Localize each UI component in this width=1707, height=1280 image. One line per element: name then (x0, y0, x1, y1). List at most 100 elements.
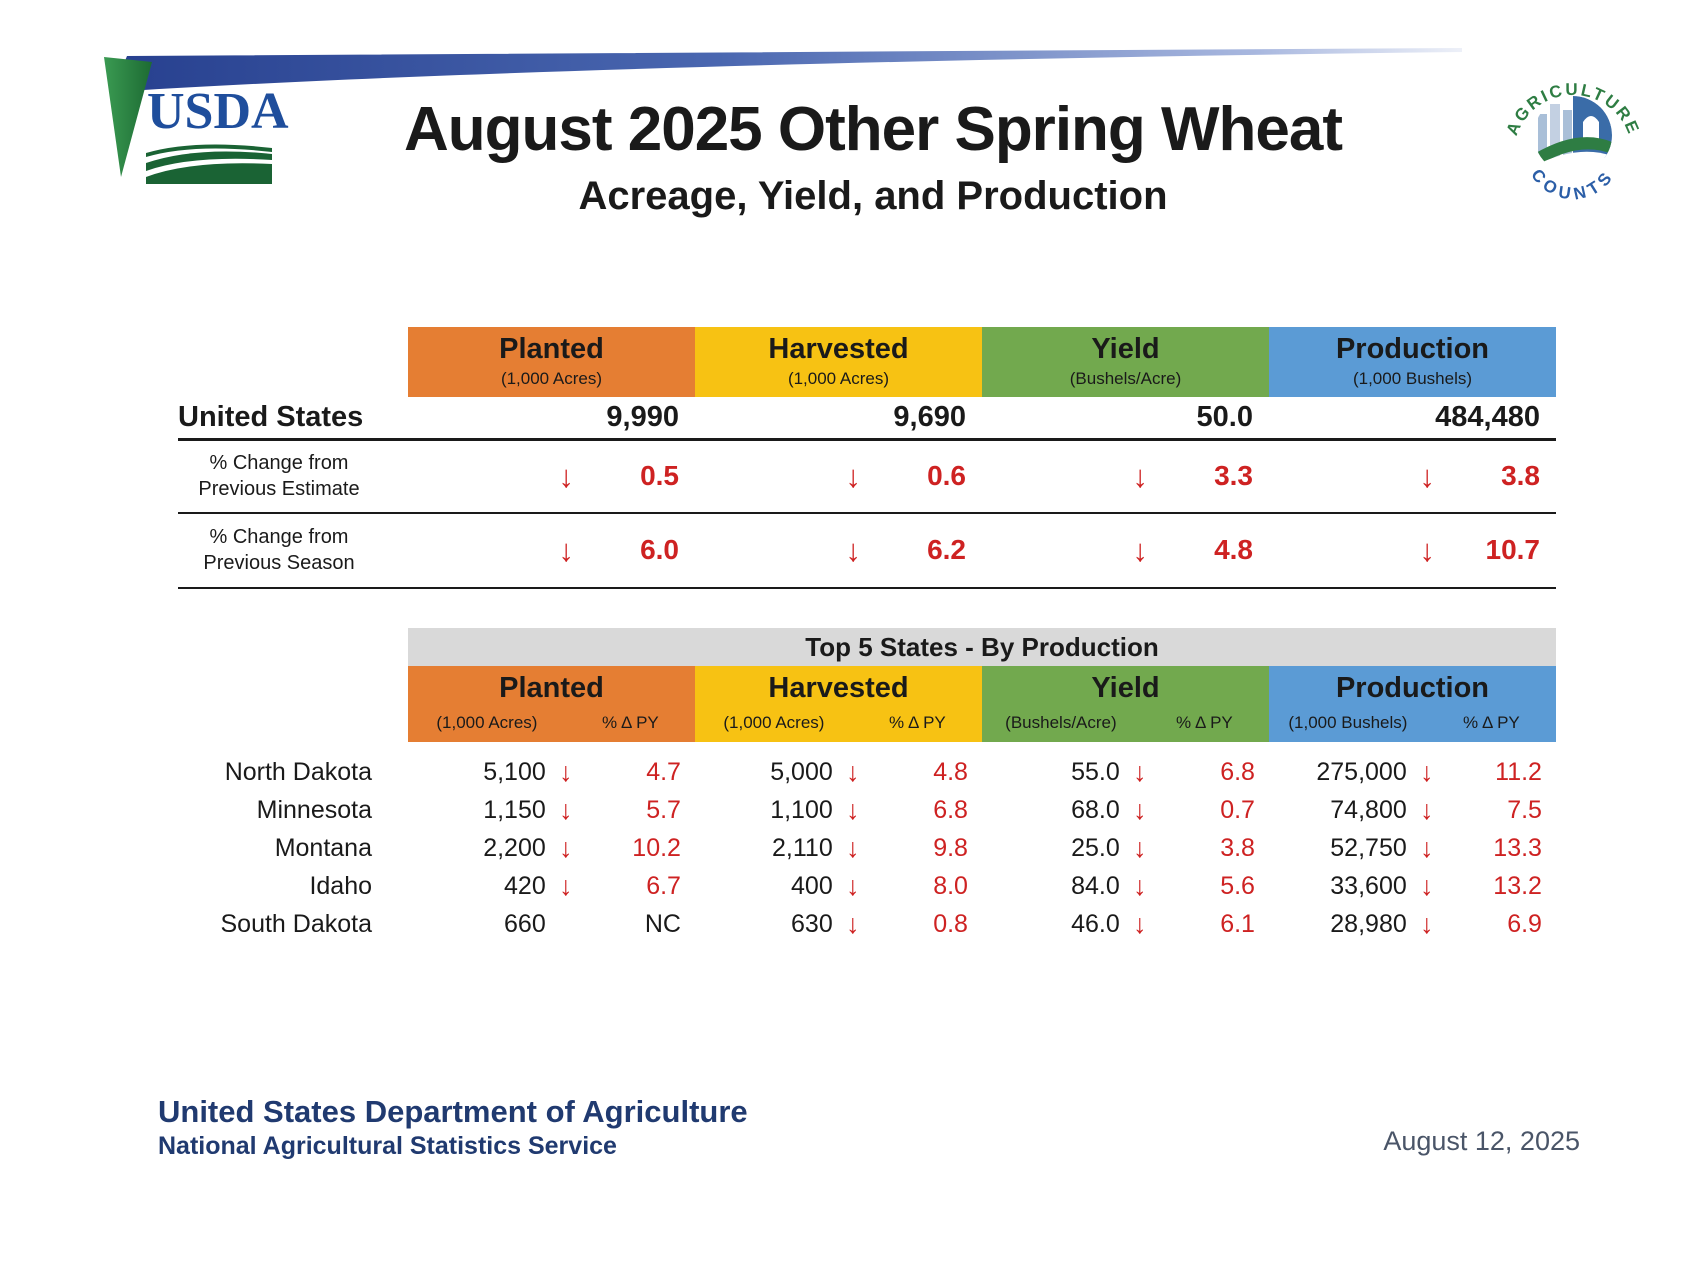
cell-yield: 25.0 ↓ 3.8 (982, 834, 1269, 863)
footer-service: National Agricultural Statistics Service (158, 1132, 617, 1160)
states-header-production-unit: (1,000 Bushels) (1288, 713, 1408, 732)
value: 52,750 (1330, 833, 1407, 862)
change-previous-estimate-row: % Change from Previous Estimate ↓ 0.5 ↓ … (178, 443, 1556, 509)
down-arrow-icon: ↓ (559, 870, 573, 901)
value: 400 (791, 871, 833, 900)
green-wedge (104, 57, 152, 177)
cell-harvested: 5,000 ↓ 4.8 (695, 758, 982, 787)
value: 630 (791, 909, 833, 938)
us-row-label: United States (178, 400, 364, 433)
header-yield-unit: (Bushels/Acre) (1069, 369, 1182, 388)
header-harvested: Harvested (1,000 Acres) (695, 327, 982, 397)
state-row-minnesota: Minnesota 1,150 ↓ 5.7 1,100 ↓ 6.8 68.0 ↓… (178, 791, 1556, 829)
change-value: NC (644, 909, 681, 938)
down-arrow-icon: ↓ (1133, 870, 1147, 901)
change-estimate-production: ↓ 3.8 (1269, 460, 1556, 492)
down-arrow-icon: ↓ (1133, 908, 1147, 939)
change-value: 0.7 (1220, 795, 1255, 824)
states-header-yield: Yield (Bushels/Acre) % Δ PY (982, 666, 1269, 742)
change-value: 4.7 (646, 757, 681, 786)
down-arrow-icon: ↓ (846, 832, 860, 863)
value: 68.0 (1071, 795, 1120, 824)
change-value: 4.8 (933, 757, 968, 786)
change-season-label: % Change from Previous Season (178, 524, 408, 576)
header-production: Production (1,000 Bushels) (1269, 327, 1556, 397)
change-season-production: ↓ 10.7 (1269, 534, 1556, 566)
header-production-unit: (1,000 Bushels) (1352, 369, 1473, 388)
agriculture-counts-emblem (1534, 96, 1612, 174)
change-previous-season-row: % Change from Previous Season ↓ 6.0 ↓ 6.… (178, 517, 1556, 583)
states-header-planted-label: Planted (499, 672, 604, 704)
change-value: 10.7 (1485, 534, 1541, 565)
cell-production: 28,980 ↓ 6.9 (1269, 910, 1556, 939)
states-table-header: Planted (1,000 Acres) % Δ PY Harvested (… (408, 666, 1556, 742)
cell-harvested: 2,110 ↓ 9.8 (695, 834, 982, 863)
change-season-planted: ↓ 6.0 (408, 534, 695, 566)
change-value: 0.6 (927, 460, 966, 491)
value: 5,100 (483, 757, 546, 786)
header-production-label: Production (1335, 333, 1490, 365)
down-arrow-icon: ↓ (558, 532, 575, 568)
cell-planted: 2,200 ↓ 10.2 (408, 834, 695, 863)
down-arrow-icon: ↓ (1420, 832, 1434, 863)
change-season-yield: ↓ 4.8 (982, 534, 1269, 566)
us-planted-value: 9,990 (606, 400, 679, 433)
state-name: Minnesota (256, 795, 372, 824)
us-total-row: United States 9,990 9,690 50.0 484,480 (178, 397, 1556, 437)
change-season-label-line1: % Change from (209, 526, 349, 548)
state-name: Idaho (309, 871, 372, 900)
change-value: 6.9 (1507, 909, 1542, 938)
down-arrow-icon: ↓ (559, 832, 573, 863)
change-value: 3.3 (1214, 460, 1253, 491)
states-header-production: Production (1,000 Bushels) % Δ PY (1269, 666, 1556, 742)
states-header-harvested-label: Harvested (768, 672, 909, 704)
us-table-header: Planted (1,000 Acres) Harvested (1,000 A… (408, 327, 1556, 397)
agriculture-counts-logo: AGRICULTURE COUNTS (1502, 80, 1641, 204)
blue-swoosh (112, 48, 1462, 92)
down-arrow-icon: ↓ (1133, 756, 1147, 787)
down-arrow-icon: ↓ (846, 870, 860, 901)
change-value: 13.3 (1493, 833, 1542, 862)
states-header-yield-change: % Δ PY (1176, 713, 1233, 732)
change-value: 3.8 (1501, 460, 1540, 491)
cell-yield: 55.0 ↓ 6.8 (982, 758, 1269, 787)
cell-yield: 84.0 ↓ 5.6 (982, 872, 1269, 901)
down-arrow-icon: ↓ (1132, 458, 1149, 494)
change-value: 6.8 (1220, 757, 1255, 786)
down-arrow-icon: ↓ (1420, 794, 1434, 825)
report-date: August 12, 2025 (1383, 1126, 1580, 1156)
cell-yield: 46.0 ↓ 6.1 (982, 910, 1269, 939)
header-banner-swoosh (104, 48, 1462, 177)
cell-harvested: 400 ↓ 8.0 (695, 872, 982, 901)
header-planted-unit: (1,000 Acres) (500, 369, 603, 388)
state-name: North Dakota (224, 757, 372, 786)
down-arrow-icon: ↓ (559, 794, 573, 825)
value: 28,980 (1330, 909, 1407, 938)
cell-production: 275,000 ↓ 11.2 (1269, 758, 1556, 787)
cell-yield: 68.0 ↓ 0.7 (982, 796, 1269, 825)
change-value: 11.2 (1495, 757, 1542, 786)
value: 5,000 (770, 757, 833, 786)
down-arrow-icon: ↓ (558, 458, 575, 494)
states-header-planted: Planted (1,000 Acres) % Δ PY (408, 666, 695, 742)
change-value: 6.2 (927, 534, 966, 565)
down-arrow-icon: ↓ (846, 908, 860, 939)
states-header-yield-label: Yield (1091, 672, 1160, 704)
change-value: 13.2 (1493, 871, 1542, 900)
cell-planted: 1,150 ↓ 5.7 (408, 796, 695, 825)
change-season-label-line2: Previous Season (203, 552, 355, 574)
page-subtitle: Acreage, Yield, and Production (578, 174, 1168, 218)
cell-planted: 660 NC (408, 910, 695, 939)
change-season-harvested: ↓ 6.2 (695, 534, 982, 566)
down-arrow-icon: ↓ (559, 756, 573, 787)
down-arrow-icon: ↓ (1419, 532, 1436, 568)
down-arrow-icon: ↓ (1133, 832, 1147, 863)
change-value: 4.8 (1214, 534, 1253, 565)
header-yield-label: Yield (1091, 333, 1160, 365)
cell-harvested: 1,100 ↓ 6.8 (695, 796, 982, 825)
header-planted: Planted (1,000 Acres) (408, 327, 695, 397)
value: 275,000 (1316, 757, 1407, 786)
down-arrow-icon: ↓ (845, 458, 862, 494)
change-value: 6.1 (1220, 909, 1255, 938)
